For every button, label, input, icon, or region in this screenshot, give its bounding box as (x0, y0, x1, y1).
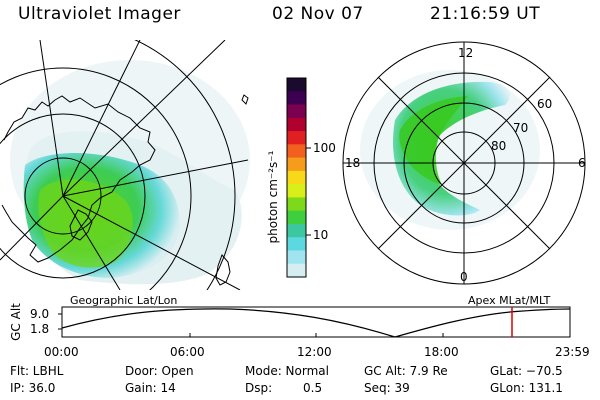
coastline (1, 95, 156, 263)
colorbar-segment (287, 250, 306, 265)
timeline-x-label: 12:00 (297, 345, 332, 359)
apex-polar-plot (342, 41, 586, 285)
coastline-islands (215, 94, 249, 286)
dsp-value: 0.5 (303, 381, 323, 395)
aurora-bright-left (38, 179, 133, 268)
timeline-y-label-max: 9.0 (30, 307, 50, 321)
mlat-label-80: 80 (491, 139, 507, 153)
lat-circle (0, 67, 192, 290)
geographic-caption: Geographic Lat/Lon (70, 294, 178, 307)
colorbar-segment (287, 78, 306, 92)
ip-status: IP: 36.0 (10, 381, 56, 395)
mlat-label-70: 70 (513, 121, 529, 135)
mlt-label-12: 12 (458, 46, 474, 60)
geographic-map (0, 40, 250, 290)
mlt-label-6: 6 (578, 156, 586, 170)
colorbar-segment (287, 91, 306, 106)
gain-status: Gain: 14 (125, 381, 176, 395)
mlat-label-60: 60 (537, 97, 553, 111)
colorbar-segment (287, 184, 306, 198)
mlt-label-0: 0 (460, 270, 468, 284)
colorbar (287, 78, 306, 278)
mlt-spoke (463, 162, 551, 250)
orbit-timeline (58, 306, 571, 338)
altitude-curve (61, 308, 571, 338)
timeline-x-label: 06:00 (170, 345, 205, 359)
timeline-x-label: 18:00 (424, 345, 459, 359)
instrument-title: Ultraviolet Imager (18, 4, 181, 24)
mlt-spoke (463, 76, 551, 164)
meridian-line (0, 195, 64, 261)
filter-status: Flt: LBHL (10, 364, 64, 378)
colorbar-label-100: 100 (313, 141, 336, 155)
timeline-x-label: 00:00 (44, 345, 79, 359)
colorbar-segment (287, 170, 306, 185)
meridian-line (62, 159, 249, 197)
colorbar-segment (287, 197, 306, 212)
door-status: Door: Open (125, 364, 194, 378)
dsp-label: Dsp: (245, 381, 273, 395)
colorbar-label-10: 10 (313, 228, 329, 242)
meridian-line (62, 195, 121, 290)
colorbar-segment (287, 104, 306, 119)
timeline-x-label: 23:59 (555, 345, 590, 359)
colorbar-segment (287, 263, 306, 278)
mlt-spoke (377, 162, 465, 250)
colorbar-segment (287, 117, 306, 132)
lat-circle (24, 157, 102, 235)
mode-status: Mode: Normal (245, 364, 329, 378)
seq-status: Seq: 39 (364, 381, 410, 395)
colorbar-segment (287, 210, 306, 225)
meridian-line (62, 40, 141, 197)
timeline-y-label-min: 1.8 (30, 322, 50, 336)
colorbar-segment (287, 223, 306, 238)
timeline-frame (61, 306, 571, 338)
apex-caption: Apex MLat/MLT (468, 294, 551, 307)
glon-status: GLon: 131.1 (490, 381, 563, 395)
meridian-line (62, 40, 226, 197)
mlt-label-18: 18 (345, 156, 361, 170)
mlt-spoke (377, 76, 465, 164)
header-date: 02 Nov 07 (272, 4, 364, 24)
colorbar-frame (286, 77, 307, 278)
coastline-detail (69, 209, 93, 241)
lat-circle (134, 40, 236, 290)
meridian-line (39, 40, 64, 197)
colorbar-segment (287, 131, 306, 145)
lat-circle (0, 113, 146, 279)
colorbar-unit-label: photon cm⁻²s⁻¹ (266, 150, 280, 244)
timeline-axis-title: GC Alt (9, 303, 23, 341)
gc-alt-status: GC Alt: 7.9 Re (364, 364, 448, 378)
colorbar-segment (287, 144, 306, 159)
glat-status: GLat: −70.5 (490, 364, 563, 378)
meridian-line (62, 195, 241, 290)
coastline-peninsula (3, 99, 56, 141)
colorbar-segment (287, 157, 306, 172)
header-time: 21:16:59 UT (430, 4, 541, 24)
colorbar-segment (287, 237, 306, 252)
